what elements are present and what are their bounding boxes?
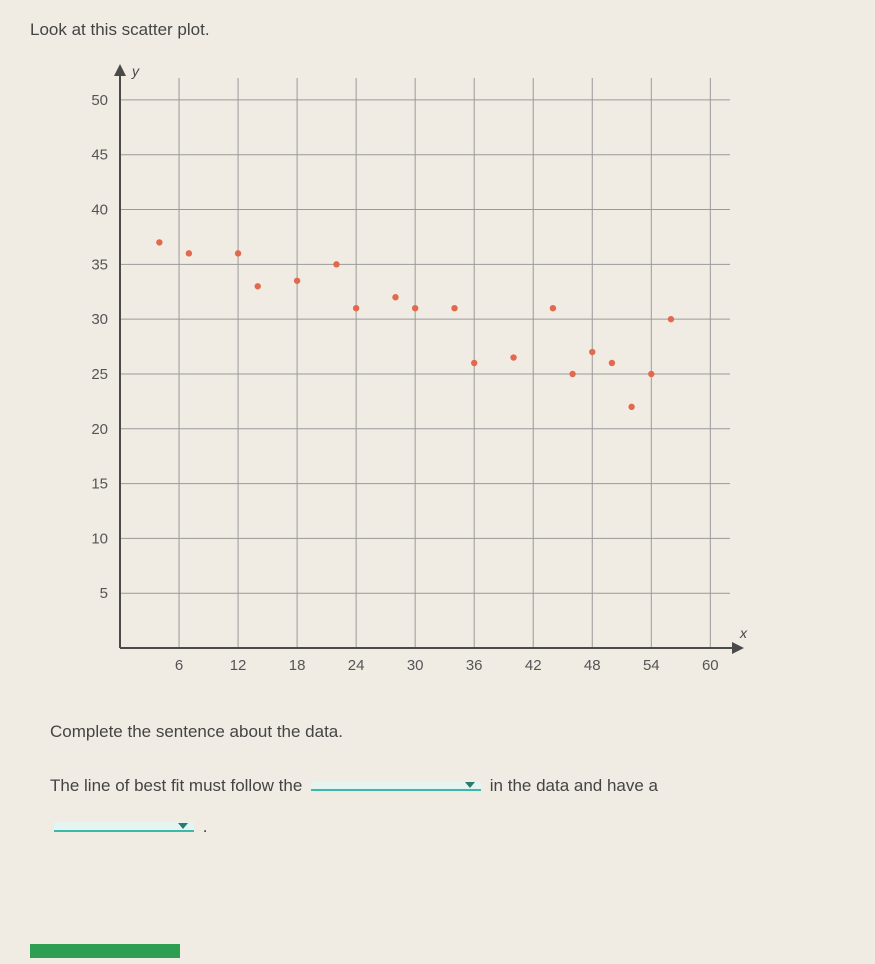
- svg-text:35: 35: [91, 256, 108, 273]
- dropdown-1[interactable]: [311, 781, 481, 791]
- svg-text:y: y: [131, 63, 140, 79]
- submit-button[interactable]: [30, 944, 180, 958]
- chevron-down-icon: [178, 823, 188, 829]
- svg-text:40: 40: [91, 202, 108, 219]
- svg-text:24: 24: [348, 657, 365, 674]
- svg-text:20: 20: [91, 421, 108, 438]
- sentence-part2: in the data and have a: [490, 776, 658, 795]
- svg-text:12: 12: [230, 657, 247, 674]
- instruction-text: Look at this scatter plot.: [30, 20, 845, 40]
- svg-text:25: 25: [91, 366, 108, 383]
- svg-text:50: 50: [91, 92, 108, 109]
- chart-svg: 6 12 18 24 30 36 42 48 54 60 5 10 15 20 25 30 35 40 45 50 y x: [50, 58, 750, 698]
- svg-text:30: 30: [407, 657, 424, 674]
- svg-text:5: 5: [100, 585, 108, 602]
- scatter-plot: 6 12 18 24 30 36 42 48 54 60 5 10 15 20 25 30 35 40 45 50 y x: [50, 58, 770, 698]
- svg-text:60: 60: [702, 657, 719, 674]
- svg-text:x: x: [739, 625, 748, 641]
- svg-text:36: 36: [466, 657, 483, 674]
- svg-text:6: 6: [175, 657, 183, 674]
- sentence-line: The line of best fit must follow the in …: [50, 766, 845, 848]
- svg-text:42: 42: [525, 657, 542, 674]
- svg-text:30: 30: [91, 311, 108, 328]
- svg-text:48: 48: [584, 657, 601, 674]
- dropdown-2[interactable]: [54, 822, 194, 832]
- sentence-period: .: [203, 817, 208, 836]
- svg-text:45: 45: [91, 147, 108, 164]
- svg-text:18: 18: [289, 657, 306, 674]
- svg-text:54: 54: [643, 657, 660, 674]
- chevron-down-icon: [465, 782, 475, 788]
- prompt-text: Complete the sentence about the data.: [50, 722, 845, 742]
- svg-text:10: 10: [91, 530, 108, 547]
- sentence-part1: The line of best fit must follow the: [50, 776, 302, 795]
- svg-text:15: 15: [91, 476, 108, 493]
